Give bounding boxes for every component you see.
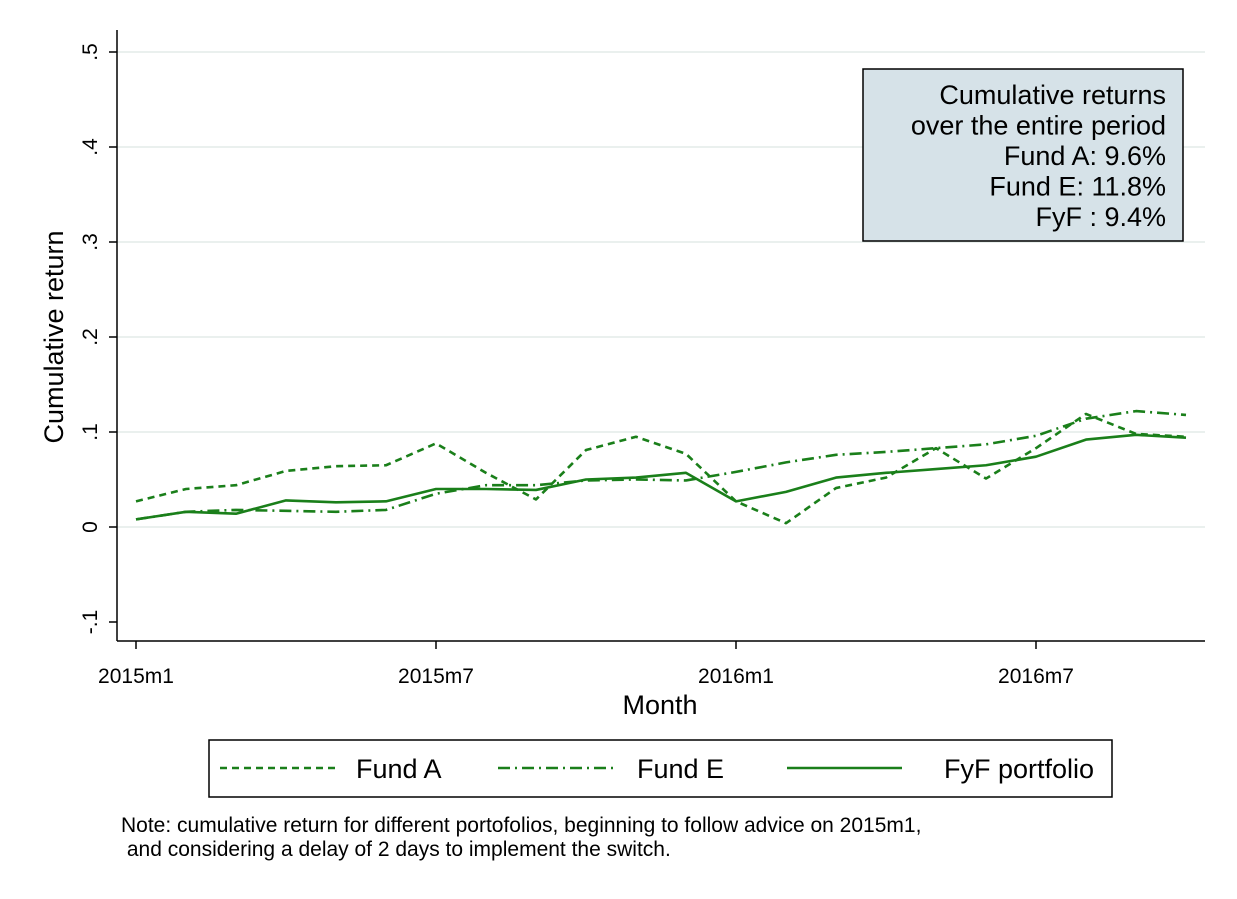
grid-lines bbox=[117, 51, 1205, 528]
legend-label: Fund A bbox=[356, 754, 442, 784]
annotation-line: Fund A: 9.6% bbox=[1004, 141, 1166, 171]
legend-label: FyF portfolio bbox=[944, 754, 1094, 784]
legend-label: Fund E bbox=[637, 754, 724, 784]
series-line-fund-e bbox=[135, 409, 1187, 521]
series-line-fund-a bbox=[135, 412, 1187, 525]
x-axis-title: Month bbox=[622, 690, 697, 720]
y-axis: -.1 0 .1 .2 .3 .4 .5 bbox=[79, 30, 118, 641]
y-tick-label: -.1 bbox=[79, 610, 102, 635]
y-tick-label: .3 bbox=[79, 233, 102, 251]
x-tick-label: 2015m7 bbox=[398, 665, 474, 688]
chart-note: Note: cumulative return for different po… bbox=[121, 814, 922, 861]
x-tick-label: 2015m1 bbox=[98, 665, 174, 688]
y-tick-label: 0 bbox=[79, 521, 102, 533]
annotation-line: Cumulative returns bbox=[939, 80, 1166, 110]
annotation-box bbox=[862, 68, 1184, 242]
series-line-fyf-portfolio bbox=[135, 433, 1187, 521]
legend-box bbox=[208, 739, 1113, 798]
legend: Fund A Fund E FyF portfolio bbox=[208, 739, 1113, 798]
x-tick-label: 2016m7 bbox=[998, 665, 1074, 688]
y-tick-label: .4 bbox=[79, 138, 102, 156]
x-axis: 2015m1 2015m7 2016m1 2016m7 bbox=[98, 640, 1205, 688]
annotation-line: FyF : 9.4% bbox=[1035, 202, 1166, 232]
annotation-line: Fund E: 11.8% bbox=[989, 172, 1166, 202]
x-tick-label: 2016m1 bbox=[698, 665, 774, 688]
y-tick-label: .5 bbox=[79, 43, 102, 61]
annotation-line: over the entire period bbox=[911, 111, 1166, 141]
y-tick-label: .1 bbox=[79, 423, 102, 441]
y-axis-title: Cumulative return bbox=[39, 230, 69, 443]
y-tick-label: .2 bbox=[79, 328, 102, 346]
series-lines bbox=[135, 409, 1187, 525]
